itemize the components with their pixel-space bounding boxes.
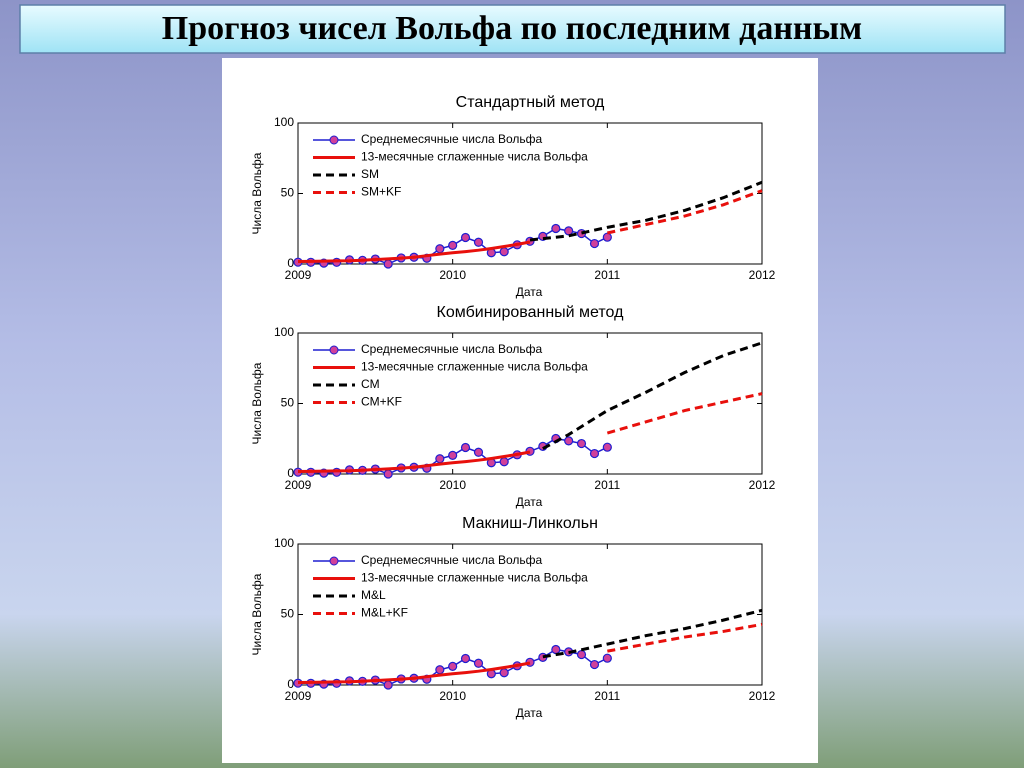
x-axis-label: Дата bbox=[516, 285, 543, 299]
series-line bbox=[542, 341, 763, 450]
y-tick-label: 0 bbox=[287, 256, 294, 270]
chart-title: Стандартный метод bbox=[456, 94, 605, 111]
data-point bbox=[435, 665, 445, 675]
legend-marker bbox=[329, 135, 339, 145]
y-tick-label: 100 bbox=[274, 325, 294, 339]
x-axis-label: Дата bbox=[516, 706, 543, 720]
legend-marker bbox=[329, 345, 339, 355]
legend-label: M&L+KF bbox=[361, 606, 408, 620]
data-point bbox=[448, 240, 458, 250]
title-banner bbox=[19, 4, 1006, 54]
y-tick-label: 50 bbox=[281, 186, 295, 200]
legend-label: Среднемесячные числа Вольфа bbox=[361, 342, 542, 356]
y-axis-label: Числа Вольфа bbox=[250, 362, 264, 444]
x-tick-label: 2012 bbox=[749, 478, 776, 492]
data-point bbox=[460, 653, 471, 664]
series-line bbox=[606, 392, 763, 435]
data-point bbox=[589, 659, 600, 670]
data-point bbox=[473, 447, 484, 457]
x-tick-label: 2011 bbox=[594, 689, 620, 703]
series-line bbox=[297, 661, 531, 684]
data-point bbox=[589, 448, 600, 459]
data-point bbox=[383, 259, 393, 269]
series-line bbox=[297, 450, 531, 473]
series-line bbox=[542, 608, 763, 659]
x-tick-label: 2009 bbox=[285, 689, 312, 703]
y-tick-label: 100 bbox=[274, 115, 294, 129]
x-tick-label: 2012 bbox=[749, 268, 776, 282]
x-tick-label: 2009 bbox=[285, 478, 312, 492]
y-axis-label: Числа Вольфа bbox=[250, 152, 264, 234]
data-point bbox=[551, 644, 561, 655]
series-line bbox=[607, 189, 763, 235]
data-point bbox=[551, 223, 561, 234]
x-tick-label: 2009 bbox=[285, 268, 312, 282]
legend-label: CM bbox=[361, 377, 380, 391]
y-axis-label: Числа Вольфа bbox=[250, 573, 264, 655]
x-axis-label: Дата bbox=[516, 495, 543, 509]
data-point bbox=[499, 247, 509, 257]
legend-label: 13-месячные сглаженные числа Вольфа bbox=[361, 571, 588, 585]
series-line bbox=[297, 240, 531, 263]
x-tick-label: 2010 bbox=[439, 268, 466, 282]
legend-label: 13-месячные сглаженные числа Вольфа bbox=[361, 360, 588, 374]
data-point bbox=[602, 442, 612, 452]
legend-label: 13-месячные сглаженные числа Вольфа bbox=[361, 150, 588, 164]
chart-title: Комбинированный метод bbox=[437, 304, 625, 321]
x-tick-label: 2011 bbox=[594, 268, 620, 282]
series-line bbox=[607, 622, 763, 653]
x-tick-label: 2011 bbox=[594, 478, 620, 492]
legend-label: CM+KF bbox=[361, 395, 402, 409]
y-tick-label: 0 bbox=[287, 677, 294, 691]
data-point bbox=[576, 438, 587, 449]
legend-label: Среднемесячные числа Вольфа bbox=[361, 132, 542, 146]
y-tick-label: 50 bbox=[281, 607, 295, 621]
data-point bbox=[564, 436, 574, 446]
y-tick-label: 50 bbox=[281, 396, 295, 410]
series-line bbox=[529, 180, 763, 242]
data-point bbox=[589, 238, 600, 249]
data-point bbox=[576, 649, 587, 660]
data-point bbox=[499, 668, 509, 678]
data-point bbox=[460, 442, 471, 453]
data-point bbox=[435, 244, 445, 254]
legend-marker bbox=[329, 556, 339, 566]
data-point bbox=[473, 237, 484, 247]
data-point bbox=[473, 658, 484, 668]
data-point bbox=[602, 653, 612, 663]
data-point bbox=[383, 680, 393, 690]
data-point bbox=[460, 232, 471, 243]
chart-title: Макниш-Линкольн bbox=[462, 515, 598, 532]
y-tick-label: 100 bbox=[274, 536, 294, 550]
y-tick-label: 0 bbox=[287, 466, 294, 480]
data-point bbox=[602, 232, 612, 242]
data-point bbox=[499, 457, 509, 467]
data-point bbox=[448, 450, 458, 460]
legend-label: SM+KF bbox=[361, 185, 401, 199]
data-point bbox=[448, 661, 458, 671]
slide-title: Прогноз чисел Вольфа по последним данным bbox=[162, 10, 862, 47]
legend-label: SM bbox=[361, 167, 379, 181]
x-tick-label: 2010 bbox=[439, 689, 466, 703]
x-tick-label: 2012 bbox=[749, 689, 776, 703]
data-point bbox=[435, 454, 445, 464]
data-point bbox=[383, 469, 393, 479]
legend-label: M&L bbox=[361, 588, 386, 602]
legend-label: Среднемесячные числа Вольфа bbox=[361, 553, 542, 567]
x-tick-label: 2010 bbox=[439, 478, 466, 492]
